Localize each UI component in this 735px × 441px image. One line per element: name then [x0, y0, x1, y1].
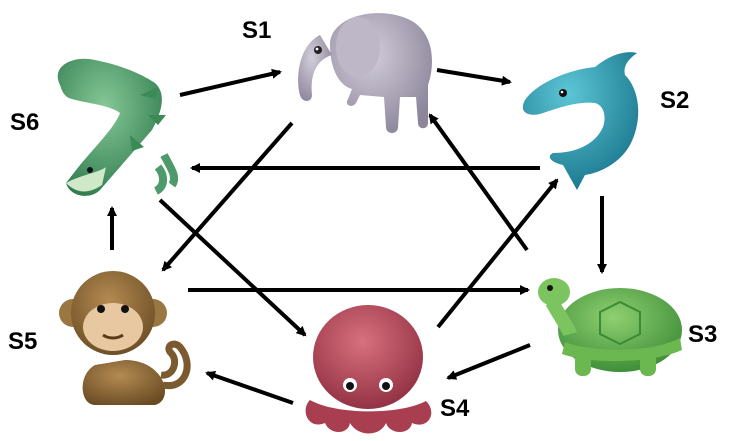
edge-s6-to-s1	[179, 68, 282, 97]
node-label-s3: S3	[688, 321, 717, 348]
edges-group	[107, 68, 607, 405]
turtle-icon	[538, 278, 682, 376]
edge-s4-to-s5	[205, 370, 294, 405]
edge-s3-to-s4	[446, 343, 531, 380]
edge-s6-to-s4	[158, 198, 307, 337]
node-label-s1: S1	[242, 17, 271, 44]
edge-s4-to-s2	[436, 178, 559, 329]
node-label-s4: S4	[440, 395, 470, 422]
elephant-icon	[298, 13, 433, 133]
monkey-icon	[59, 271, 191, 405]
edge-s3-to-s1	[428, 113, 529, 252]
node-label-s2: S2	[660, 87, 689, 114]
edge-s1-to-s2	[436, 68, 512, 86]
crocodile-icon	[57, 58, 179, 196]
node-label-s5: S5	[8, 328, 37, 355]
edge-s1-to-s5	[161, 121, 294, 272]
octopus-icon	[305, 305, 432, 434]
dolphin-icon	[522, 52, 639, 191]
node-label-s6: S6	[10, 109, 39, 136]
